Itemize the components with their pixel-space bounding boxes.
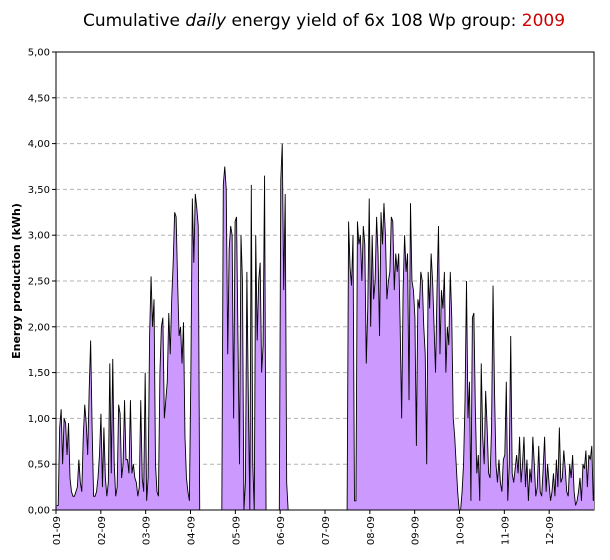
x-tick-label: 12-09 bbox=[545, 516, 556, 545]
chart-title: Cumulative daily energy yield of 6x 108 … bbox=[83, 11, 565, 31]
x-tick-label: 09-09 bbox=[411, 516, 422, 545]
chart-title-part1: Cumulative bbox=[83, 11, 185, 31]
y-tick-label: 3,00 bbox=[28, 231, 50, 242]
y-tick-label: 4,00 bbox=[28, 139, 50, 150]
x-tick-label: 08-09 bbox=[366, 516, 377, 545]
y-axis-label: Energy production (kWh) bbox=[10, 203, 23, 359]
x-tick-label: 11-09 bbox=[500, 516, 511, 545]
y-tick-label: 0,00 bbox=[28, 506, 50, 517]
x-tick-label: 05-09 bbox=[231, 516, 242, 545]
y-tick-label: 1,00 bbox=[28, 414, 50, 425]
chart-title-italic: daily bbox=[185, 11, 227, 31]
x-tick-label: 03-09 bbox=[142, 516, 153, 545]
y-tick-label: 2,00 bbox=[28, 322, 50, 333]
y-tick-label: 4,50 bbox=[28, 93, 50, 104]
y-tick-label: 0,50 bbox=[28, 460, 50, 471]
y-tick-label: 1,50 bbox=[28, 368, 50, 379]
chart-title-year: 2009 bbox=[522, 11, 565, 31]
x-tick-label: 01-09 bbox=[52, 516, 63, 545]
y-axis-ticks: 0,00 0,50 1,00 1,50 2,00 2,50 3,00 3,50 4,00 4,50… bbox=[28, 48, 56, 517]
x-tick-label: 02-09 bbox=[97, 516, 108, 545]
chart-title-part2: energy yield of 6x 108 Wp group: bbox=[226, 11, 522, 31]
x-tick-label: 04-09 bbox=[187, 516, 198, 545]
x-tick-label: 07-09 bbox=[321, 516, 332, 545]
y-tick-label: 3,50 bbox=[28, 185, 50, 196]
gridlines bbox=[56, 97, 594, 465]
x-tick-label: 06-09 bbox=[276, 516, 287, 545]
x-axis-ticks: 01-09 02-09 03-09 04-09 05-09 06-09 07-09 08-09… bbox=[52, 510, 556, 545]
y-tick-label: 2,50 bbox=[28, 277, 50, 288]
x-tick-label: 10-09 bbox=[456, 516, 467, 545]
y-tick-label: 5,00 bbox=[28, 48, 50, 59]
